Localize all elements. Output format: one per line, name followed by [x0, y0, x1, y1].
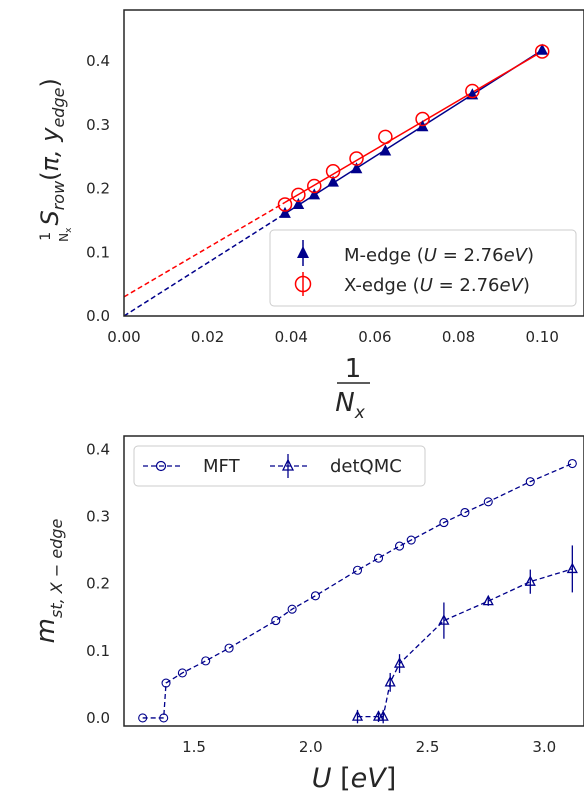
- data-point-m-edge: [536, 43, 549, 55]
- top-y-tick-label: 0.3: [86, 116, 110, 134]
- data-point-mft: [310, 591, 321, 601]
- top-x-label-numerator: 1: [345, 354, 362, 384]
- top-legend: M-edge (U = 2.76eV) X-edge (U = 2.76eV): [269, 229, 577, 307]
- bottom-y-tick-label: 0.3: [86, 508, 110, 526]
- data-point-mft: [271, 616, 281, 626]
- bottom-legend: MFT detQMC: [133, 445, 426, 487]
- fit-extrapolation-m-edge: [123, 213, 286, 317]
- data-point-m-edge: [350, 162, 363, 174]
- top-x-tick-label: 0.10: [525, 328, 558, 346]
- bottom-y-axis-label: mst, X − edge: [31, 519, 66, 644]
- top-x-tick-label: 0.04: [275, 328, 308, 346]
- top-plot-frame: [123, 9, 584, 317]
- data-point-mft: [567, 458, 577, 469]
- data-point-mft: [224, 643, 234, 653]
- data-point-mft: [161, 678, 171, 688]
- data-point-mft: [201, 656, 211, 666]
- bottom-x-tick-label: 2.0: [299, 738, 323, 756]
- data-point-m-edge: [327, 175, 339, 187]
- top-x-axis-label: 1 Nx: [335, 354, 370, 423]
- data-point-mft: [406, 535, 416, 545]
- legend-marker-m-edge: [297, 240, 309, 266]
- top-legend-box: [269, 229, 577, 307]
- bottom-y-tick-label: 0.1: [86, 642, 110, 660]
- legend-label-mft: MFT: [203, 456, 241, 477]
- data-point-m-edge: [379, 144, 392, 156]
- legend-marker-x-edge: [294, 272, 312, 296]
- bottom-plot-frame: [123, 435, 584, 727]
- legend-label-x-edge: X-edge (U = 2.76eV): [344, 275, 530, 296]
- data-point-mft: [394, 541, 405, 551]
- data-point-x-edge: [415, 111, 430, 127]
- top-x-tick-label: 0.02: [191, 328, 224, 346]
- svg-text:mst, X − edge: mst, X − edge: [31, 519, 66, 644]
- data-point-detqmc: [384, 675, 396, 687]
- bottom-y-tick-label: 0.4: [86, 440, 110, 458]
- data-point-mft: [439, 518, 449, 528]
- data-point-detqmc: [393, 657, 406, 668]
- bottom-y-tick-label: 0.2: [86, 575, 110, 593]
- bottom-y-tick-label: 0.0: [86, 709, 110, 727]
- top-y-tick-label: 0.2: [86, 180, 110, 198]
- top-x-label-subscript: x: [354, 403, 366, 423]
- data-point-detqmc: [482, 594, 494, 606]
- data-point-detqmc: [524, 575, 536, 586]
- bottom-x-tick-label: 2.5: [416, 738, 440, 756]
- data-point-m-edge: [308, 188, 321, 200]
- data-point-mft: [177, 668, 187, 678]
- bottom-plot-area: 1.5 2.0 2.5 3.0 0.0 0.1 0.2 0.3 0.4: [86, 440, 578, 756]
- data-point-x-edge: [465, 83, 480, 99]
- bottom-x-tick-label: 1.5: [182, 738, 206, 756]
- top-x-tick-label: 0.08: [442, 328, 475, 346]
- data-point-mft: [159, 713, 169, 723]
- data-point-detqmc: [351, 710, 364, 721]
- top-x-label-denominator: N: [335, 388, 354, 418]
- data-point-x-edge: [378, 129, 393, 145]
- data-point-mft: [460, 507, 470, 518]
- svg-text:Nx: Nx: [335, 388, 365, 423]
- bottom-x-axis-label: U [eV]: [312, 763, 397, 793]
- data-point-x-edge: [534, 44, 550, 59]
- data-point-mft: [525, 477, 535, 487]
- data-point-mft: [138, 713, 148, 723]
- data-point-m-edge: [292, 197, 305, 209]
- legend-marker-detqmc: [270, 454, 307, 478]
- data-point-x-edge: [349, 151, 364, 166]
- legend-label-detqmc: detQMC: [330, 456, 402, 477]
- legend-label-m-edge: M-edge (U = 2.76eV): [344, 245, 534, 266]
- series-line-detqmc: [357, 568, 573, 718]
- data-point-detqmc: [377, 710, 389, 721]
- data-point-x-edge: [325, 164, 341, 179]
- data-point-m-edge: [279, 206, 291, 218]
- data-point-x-edge: [277, 197, 293, 212]
- data-point-x-edge: [291, 187, 306, 203]
- top-y-axis-label: 1 NxSrow(π, yedge): [36, 78, 74, 242]
- data-point-detqmc: [566, 562, 578, 574]
- top-y-tick-label: 0.4: [86, 52, 110, 70]
- data-point-detqmc: [438, 614, 450, 625]
- fit-extrapolation-x-edge: [123, 201, 286, 298]
- data-point-mft: [483, 497, 493, 507]
- data-point-x-edge: [307, 178, 322, 194]
- series-line-mft: [142, 462, 573, 719]
- fit-line-x-edge: [284, 50, 543, 204]
- top-y-tick-label: 0.0: [86, 307, 110, 325]
- top-x-tick-label: 0.06: [358, 328, 391, 346]
- legend-marker-mft: [143, 460, 180, 472]
- data-point-mft: [352, 565, 363, 575]
- top-y-tick-label: 0.1: [86, 243, 110, 261]
- bottom-x-tick-label: 3.0: [532, 738, 556, 756]
- data-point-mft: [373, 553, 384, 563]
- top-x-tick-label: 0.00: [107, 328, 140, 346]
- data-point-mft: [287, 604, 297, 614]
- top-plot-area: 0.00 0.02 0.04 0.06 0.08 0.10 0.0 0.1 0.2 0.3 0.4: [86, 43, 559, 346]
